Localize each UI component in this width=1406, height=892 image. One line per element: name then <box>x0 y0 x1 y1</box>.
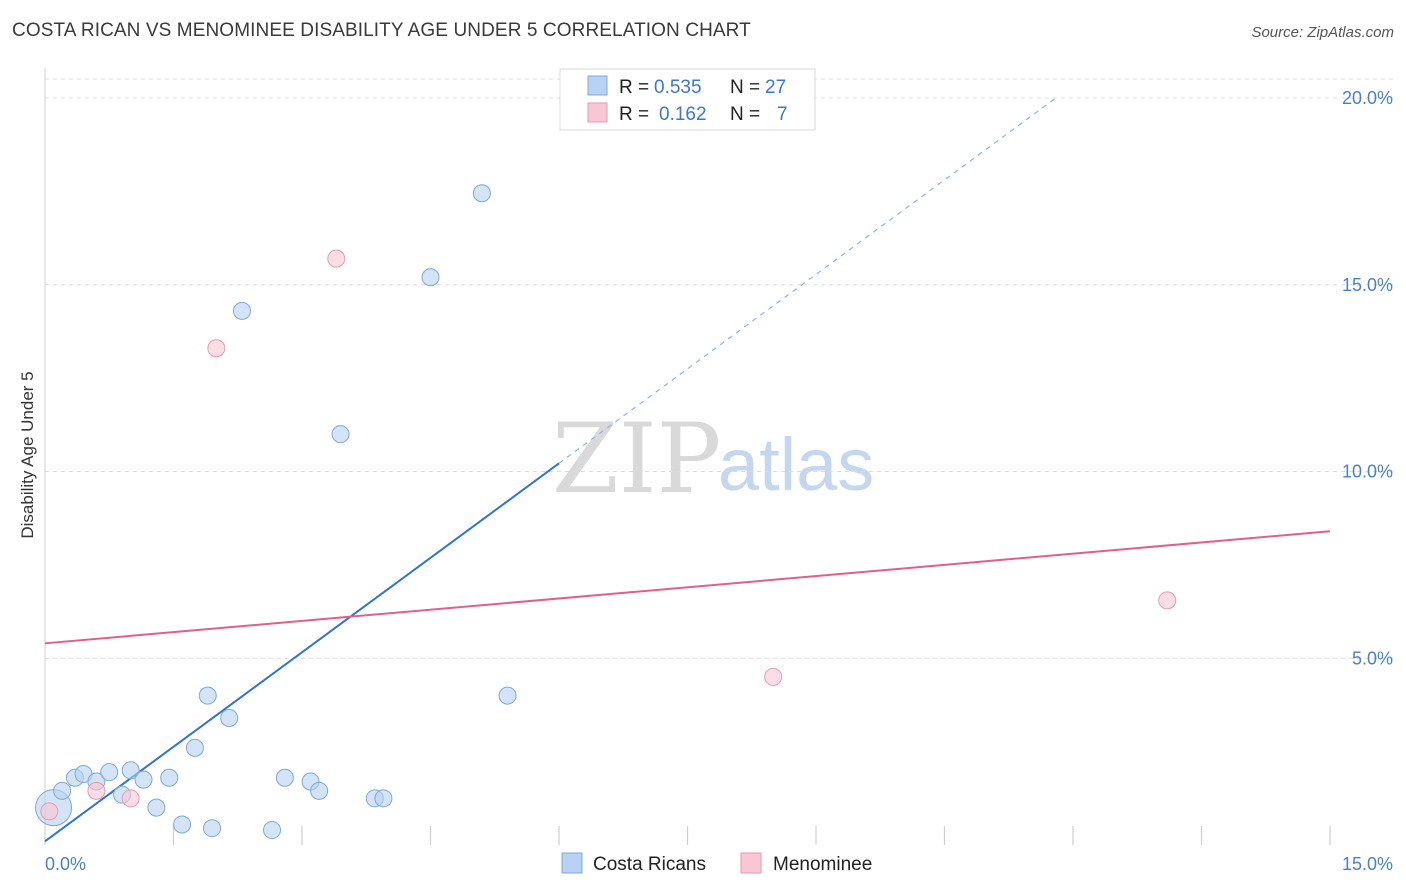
point-costa-ricans-5 <box>100 763 119 782</box>
point-costa-ricans-20 <box>310 781 329 800</box>
legend-n-label-2: N = <box>730 104 760 125</box>
legend-swatch-costa-ricans <box>587 75 608 96</box>
bottom-legend-costa-ricans: Costa Ricans <box>593 854 706 875</box>
point-menominee-1 <box>87 781 106 800</box>
gridlines <box>45 78 1395 659</box>
data-points <box>35 184 1177 840</box>
legend-r-label-1: R = <box>619 77 649 98</box>
point-menominee-6 <box>1158 591 1177 610</box>
trend-menominee <box>44 530 1331 645</box>
point-costa-ricans-26 <box>498 686 517 705</box>
point-costa-ricans-9 <box>147 798 166 817</box>
legend-n-value-1: 27 <box>765 77 786 98</box>
point-costa-ricans-1 <box>53 781 72 800</box>
chart-title: COSTA RICAN VS MENOMINEE DISABILITY AGE … <box>12 20 751 41</box>
point-menominee-5 <box>764 667 783 686</box>
source-label: Source: ZipAtlas.com <box>1251 24 1394 41</box>
point-costa-ricans-25 <box>472 184 491 203</box>
legend-swatch-menominee <box>587 102 608 123</box>
point-menominee-2 <box>121 789 140 808</box>
legend-box: R = 0.535 N = 27 R = 0.162 N = 7 <box>559 68 816 131</box>
point-costa-ricans-14 <box>203 819 222 838</box>
point-menominee-4 <box>327 249 346 268</box>
trend-costa-ricans-solid <box>44 462 560 843</box>
watermark: ZIP atlas <box>552 403 874 515</box>
legend-r-label-2: R = <box>619 104 649 125</box>
tick-labels: 5.0% 10.0% 15.0% 20.0% 0.0% 15.0% <box>45 88 1393 874</box>
y-tick-label-0: 5.0% <box>1352 648 1393 668</box>
watermark-atlas: atlas <box>718 423 874 506</box>
point-costa-ricans-8 <box>134 770 153 789</box>
point-costa-ricans-16 <box>233 301 252 320</box>
point-costa-ricans-18 <box>275 768 294 787</box>
point-costa-ricans-15 <box>220 709 239 728</box>
point-costa-ricans-21 <box>331 425 350 444</box>
point-costa-ricans-12 <box>185 738 204 757</box>
y-tick-label-1: 10.0% <box>1342 462 1393 482</box>
watermark-zip: ZIP <box>552 403 721 515</box>
y-tick-label-2: 15.0% <box>1342 275 1393 295</box>
legend-r-value-1: 0.535 <box>654 77 702 98</box>
legend-r-value-2: 0.162 <box>659 104 707 125</box>
point-costa-ricans-17 <box>263 821 282 840</box>
bottom-legend-menominee: Menominee <box>773 854 872 875</box>
point-costa-ricans-13 <box>198 686 217 705</box>
legend-n-label-1: N = <box>730 77 760 98</box>
point-costa-ricans-11 <box>173 815 192 834</box>
bottom-legend: Costa Ricans Menominee <box>561 852 872 875</box>
point-costa-ricans-24 <box>421 268 440 287</box>
point-menominee-0 <box>40 802 59 821</box>
bottom-legend-swatch-menominee <box>740 852 762 874</box>
trend-costa-ricans-dashed <box>558 97 1057 464</box>
x-tick-label-max: 15.0% <box>1342 854 1393 874</box>
legend-n-value-2: 7 <box>777 104 788 125</box>
axes <box>44 68 1331 845</box>
point-costa-ricans-23 <box>374 789 393 808</box>
x-tick-label-min: 0.0% <box>45 854 86 874</box>
point-costa-ricans-7 <box>121 761 140 780</box>
y-tick-label-3: 20.0% <box>1342 88 1393 108</box>
y-axis-label: Disability Age Under 5 <box>18 371 37 538</box>
point-menominee-3 <box>207 339 226 358</box>
point-costa-ricans-10 <box>160 768 179 787</box>
bottom-legend-swatch-costa-ricans <box>561 852 583 874</box>
